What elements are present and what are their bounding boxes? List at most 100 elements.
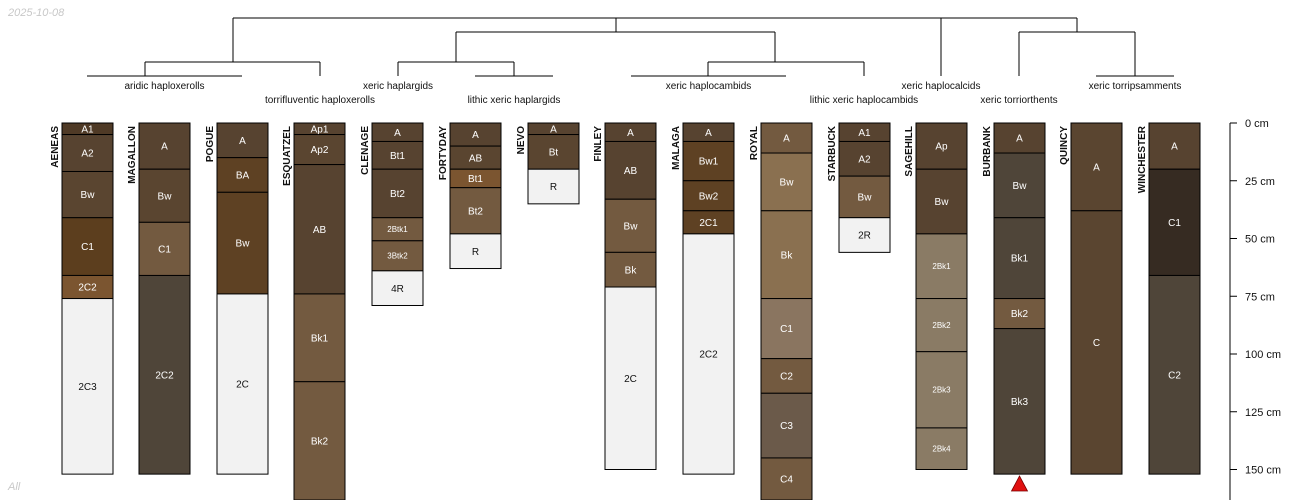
horizon-c2 — [1148, 274, 1201, 475]
horizon-c1 — [760, 298, 813, 360]
horizon-label: A — [161, 142, 168, 153]
horizon-label: 2C2 — [78, 283, 97, 294]
profile-name: STARBUCK — [827, 125, 838, 181]
horizon-label: A2 — [81, 149, 94, 160]
dendrogram — [144, 17, 1136, 76]
cluster-xeric-haplocambids: xeric haplocambids — [631, 75, 786, 92]
horizon-label: 2C1 — [699, 218, 718, 229]
profile-marker-icon — [1010, 475, 1029, 492]
horizon-label: Bt2 — [468, 206, 483, 217]
horizon-2r — [838, 217, 891, 253]
horizon-bw — [604, 198, 657, 253]
horizon-label: C1 — [1168, 218, 1181, 229]
horizon-label: 2C2 — [155, 370, 174, 381]
horizon-label: Bk — [625, 265, 638, 276]
horizon-label: C1 — [81, 242, 94, 253]
profile-name: WINCHESTER — [1137, 125, 1148, 193]
horizon-ap — [915, 122, 968, 170]
cluster-label: xeric torriorthents — [980, 95, 1057, 106]
horizon-label: Ap2 — [311, 145, 329, 156]
horizon-bw — [993, 152, 1046, 219]
depth-tick-label: 150 cm — [1245, 465, 1281, 477]
horizon-ap2 — [293, 134, 346, 166]
horizon-bt1 — [371, 140, 424, 170]
profile-quincy: A C QUINCY — [1059, 122, 1123, 475]
horizon-label: A — [472, 130, 479, 141]
horizon-bw — [760, 152, 813, 212]
profile-winchester: A C1 C2 WINCHESTER — [1137, 122, 1201, 475]
horizon-2bk4 — [915, 427, 968, 471]
depth-tick-label: 100 cm — [1245, 349, 1281, 361]
horizon-label: C2 — [780, 372, 793, 383]
horizon-2bk3 — [915, 351, 968, 429]
horizon-label: 2Bk1 — [932, 262, 951, 271]
profile-name: MALAGA — [671, 126, 682, 170]
cluster-label: xeric haplocalcids — [902, 81, 981, 92]
horizon-label: Bw — [1013, 181, 1028, 192]
horizon-a2 — [61, 134, 114, 173]
profile-finley: A AB Bw Bk 2C FINLEY — [593, 122, 657, 471]
horizon-label: A1 — [81, 124, 94, 135]
horizon-label: Bt2 — [390, 189, 405, 200]
horizon-label: A1 — [858, 128, 871, 139]
horizon-label: 2Bk2 — [932, 321, 951, 330]
horizon-label: Bt — [549, 147, 559, 158]
horizon-label: C1 — [780, 324, 793, 335]
horizon-bt2 — [449, 187, 502, 235]
horizon-bw — [838, 175, 891, 219]
profile-royal: A Bw Bk C1 C2 C3 C4 ROYAL — [749, 122, 813, 500]
horizon-a2 — [838, 140, 891, 177]
cluster-xeric-torripsamments: xeric torripsamments — [1089, 75, 1182, 92]
profile-name: MAGALLON — [127, 126, 138, 184]
horizon-bw — [216, 191, 269, 295]
cluster-xeric-torriorthents: xeric torriorthents — [980, 95, 1057, 106]
cluster-label: xeric haplargids — [363, 81, 433, 92]
horizon-c1 — [61, 217, 114, 276]
horizon-label: C1 — [158, 244, 171, 255]
horizon-label: A — [705, 128, 712, 139]
cluster-label: xeric torripsamments — [1089, 81, 1182, 92]
horizon-label: R — [550, 182, 557, 193]
depth-tick-label: 125 cm — [1245, 407, 1281, 419]
horizon-3btk2 — [371, 240, 424, 272]
horizon-2c2 — [682, 233, 735, 475]
cluster-xeric-haplocalcids: xeric haplocalcids — [902, 81, 981, 92]
profile-aeneas: A1 A2 Bw C1 2C2 2C3 AENEAS — [50, 122, 114, 475]
horizon-label: Bw1 — [699, 157, 719, 168]
profile-starbuck: A1 A2 Bw 2R STARBUCK — [827, 122, 891, 253]
horizon-label: Bk — [781, 250, 794, 261]
profile-name: CLENAGE — [360, 126, 371, 175]
profile-name: NEVO — [516, 126, 527, 155]
cluster-label: lithic xeric haplargids — [468, 95, 561, 106]
horizon-label: A — [783, 134, 790, 145]
horizon-label: 2Bk3 — [932, 386, 951, 395]
profile-clenage: A Bt1 Bt2 2Btk1 3Btk2 4R CLENAGE — [360, 122, 424, 306]
horizon-label: C2 — [1168, 370, 1181, 381]
horizon-a — [993, 122, 1046, 154]
date-stamp: 2025-10-08 — [8, 7, 65, 19]
horizon-bw1 — [682, 140, 735, 182]
horizon-label: A2 — [858, 154, 871, 165]
horizon-label: A — [627, 128, 634, 139]
horizon-label: 2Bk4 — [932, 445, 951, 454]
horizon-2c2 — [138, 274, 191, 475]
horizon-c1 — [138, 221, 191, 276]
horizon-label: Bw — [158, 191, 173, 202]
profile-name: AENEAS — [50, 126, 61, 168]
cluster-label: aridic haploxerolls — [124, 81, 204, 92]
horizon-label: C4 — [780, 475, 793, 486]
horizon-label: Ap — [935, 142, 948, 153]
horizon-c4 — [760, 457, 813, 500]
horizon-label: AB — [469, 153, 483, 164]
profile-nevo: A Bt R NEVO — [516, 122, 580, 205]
horizon-a — [216, 122, 269, 159]
profile-malaga: A Bw1 Bw2 2C1 2C2 MALAGA — [671, 122, 735, 475]
horizon-label: 4R — [391, 284, 404, 295]
horizon-label: Bw — [858, 193, 873, 204]
horizon-label: AB — [624, 166, 638, 177]
horizon-label: 2C — [236, 380, 249, 391]
horizon-r — [527, 168, 580, 205]
horizon-label: A — [394, 128, 401, 139]
horizon-ba — [216, 157, 269, 193]
horizon-2bk1 — [915, 233, 968, 300]
